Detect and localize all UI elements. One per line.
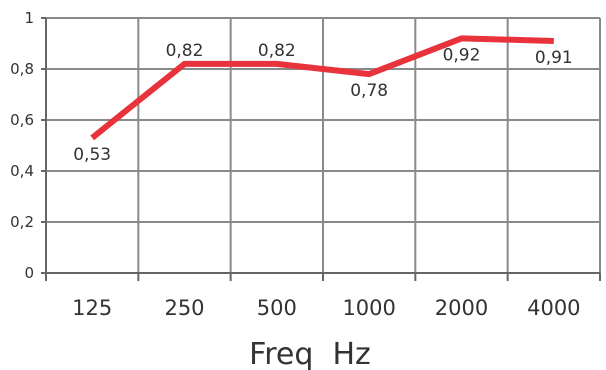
data-label: 0,92 xyxy=(443,45,481,65)
grid xyxy=(46,17,601,273)
data-label: 0,82 xyxy=(258,41,296,61)
x-tick-label: 1000 xyxy=(342,296,395,320)
series xyxy=(90,35,554,141)
data-labels: 0,53 0,82 0,82 0,78 0,92 0,91 xyxy=(73,41,573,165)
x-tick-label: 250 xyxy=(164,296,204,320)
y-tick-label: 0,4 xyxy=(10,162,34,180)
y-tick-label: 0,8 xyxy=(10,60,34,78)
data-label: 0,78 xyxy=(350,81,388,101)
y-tick-label: 1 xyxy=(24,9,34,27)
x-axis-ticks: 125 250 500 1000 2000 4000 xyxy=(45,273,601,320)
y-tick-label: 0,6 xyxy=(10,111,34,129)
data-label: 0,53 xyxy=(73,145,111,165)
x-tick-label: 500 xyxy=(257,296,297,320)
x-tick-label: 125 xyxy=(72,296,112,320)
y-tick-label: 0 xyxy=(24,264,34,282)
x-tick-label: 2000 xyxy=(435,296,488,320)
data-label: 0,91 xyxy=(535,48,573,68)
series-line xyxy=(90,35,554,141)
x-tick-label: 4000 xyxy=(527,296,580,320)
y-axis-ticks: 0 0,2 0,4 0,6 0,8 1 xyxy=(10,9,46,282)
y-tick-label: 0,2 xyxy=(10,213,34,231)
x-axis-label: Freq Hz xyxy=(249,337,371,370)
data-label: 0,82 xyxy=(166,41,204,61)
